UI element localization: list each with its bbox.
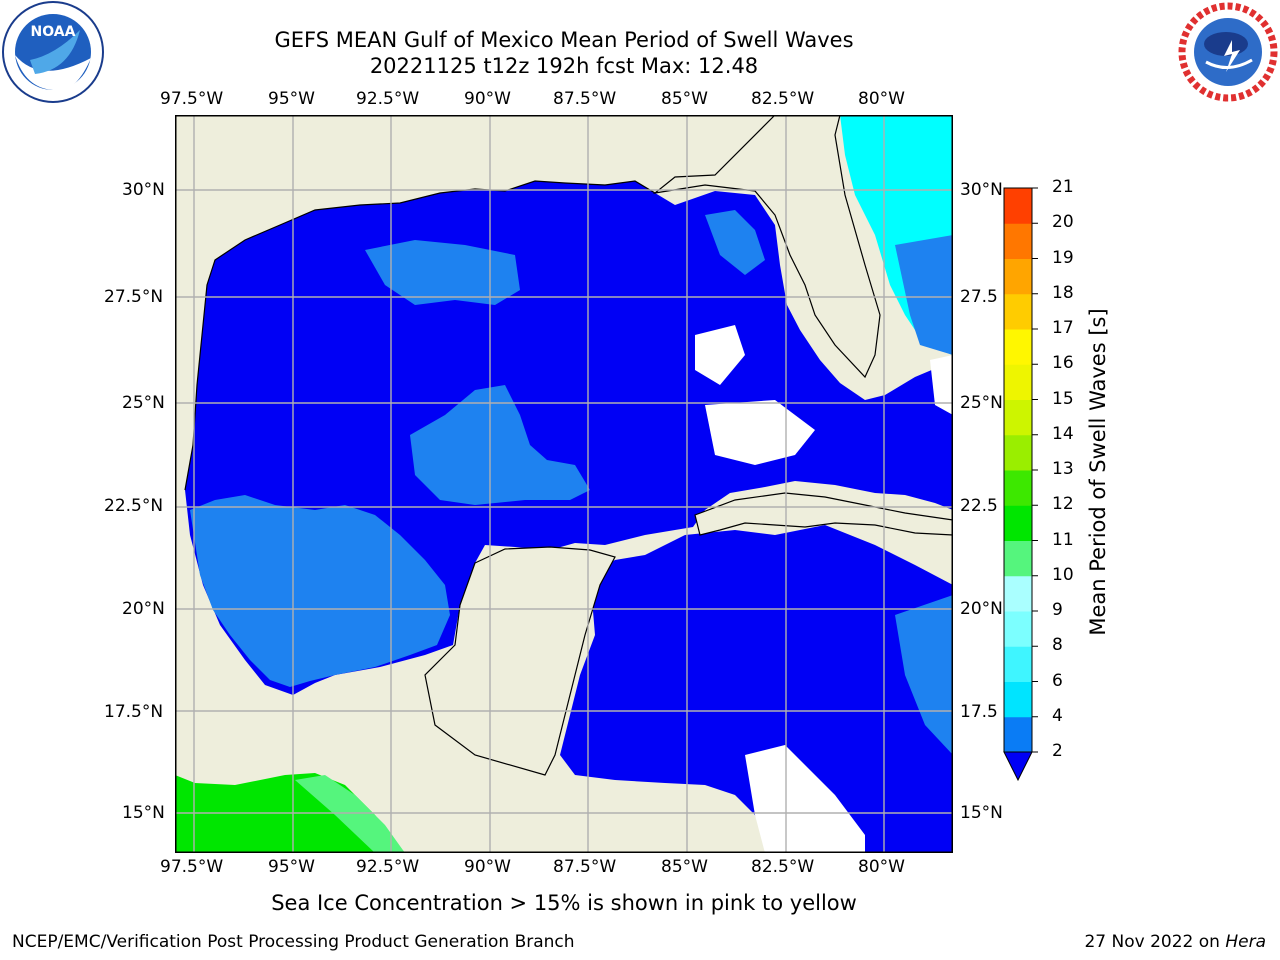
- lon-label-bottom-92-5w: 92.5°W: [356, 857, 420, 877]
- colorbar-tick-label: 9: [1052, 600, 1063, 620]
- colorbar-tick-label: 14: [1052, 423, 1074, 444]
- colorbar-title: Mean Period of Swell Waves [s]: [1086, 308, 1110, 636]
- nodata-patch-3: [930, 355, 953, 415]
- noaa-logo-text: NOAA: [31, 24, 76, 40]
- atlantic-lighter-blue: [895, 235, 953, 355]
- colorbar-tick-label: 21: [1052, 177, 1074, 197]
- map-title: GEFS MEAN Gulf of Mexico Mean Period of …: [274, 28, 854, 52]
- colorbar: [1003, 187, 1038, 782]
- colorbar-tick-label: 17: [1052, 318, 1074, 338]
- lat-label-left-15n: 15°N: [122, 803, 165, 823]
- lat-label-right-30n: 30°N: [960, 180, 1003, 200]
- swell-4-6-ne: [705, 210, 765, 275]
- graticule: [175, 115, 953, 853]
- lon-label-bottom-82-5w: 82.5°W: [751, 857, 815, 877]
- swell-4-6-north: [365, 240, 520, 305]
- lon-label-bottom-95w: 95°W: [268, 857, 315, 877]
- mexico-coast: [184, 180, 656, 491]
- lat-label-right-22-5: 22.5: [960, 496, 998, 516]
- sea-ice-caption: Sea Ice Concentration > 15% is shown in …: [271, 891, 857, 915]
- lon-label-top-90w: 90°W: [464, 89, 511, 109]
- colorbar-segment: [1004, 611, 1032, 647]
- colorbar-segment: [1004, 188, 1032, 224]
- colorbar-segment: [1004, 258, 1032, 295]
- colorbar-tick-label: 6: [1052, 670, 1063, 691]
- colorbar-segment: [1004, 681, 1032, 718]
- lon-label-bottom-85w: 85°W: [661, 857, 708, 877]
- lat-label-right-20n: 20°N: [960, 599, 1003, 619]
- colorbar-tick-label: 12: [1052, 494, 1074, 515]
- caribbean-east-lighter: [895, 595, 953, 755]
- lon-label-top-82-5w: 82.5°W: [751, 89, 815, 109]
- colorbar-segment: [1004, 329, 1032, 365]
- map-panel: [175, 115, 953, 853]
- colorbar-tick-label: 10: [1052, 564, 1074, 585]
- colorbar-segment: [1004, 364, 1032, 400]
- lat-label-right-15n: 15°N: [960, 803, 1003, 823]
- lat-label-left-27-5n: 27.5°N: [104, 287, 164, 307]
- lon-label-top-92-5w: 92.5°W: [356, 89, 420, 109]
- caribbean-basin: [560, 525, 953, 853]
- colorbar-segment: [1004, 505, 1032, 541]
- map-border: [175, 115, 953, 853]
- colorbar-tick-label: 18: [1052, 282, 1074, 303]
- colorbar-segment: [1004, 434, 1032, 471]
- colorbar-segment: [1004, 540, 1032, 577]
- nodata-patch-2: [705, 400, 815, 465]
- colorbar-segment: [1004, 716, 1032, 753]
- yucatan-land: [424, 546, 616, 776]
- colorbar-tick-label: 2: [1052, 741, 1063, 761]
- nws-logo: [1178, 2, 1278, 102]
- footer-date-text: 27 Nov 2022 on: [1084, 932, 1220, 952]
- map-subtitle: 20221125 t12z 192h fcst Max: 12.48: [369, 54, 759, 78]
- lat-label-left-22-5n: 22.5°N: [104, 496, 164, 516]
- footer-credit: NCEP/EMC/Verification Post Processing Pr…: [12, 932, 575, 952]
- colorbar-segment: [1004, 399, 1032, 436]
- lon-label-top-87-5w: 87.5°W: [553, 89, 617, 109]
- lon-label-top-97-5w: 97.5°W: [160, 89, 224, 109]
- caribbean-white: [745, 745, 865, 853]
- colorbar-tick-label: 13: [1052, 459, 1074, 479]
- lat-label-right-25n: 25°N: [960, 393, 1003, 413]
- lon-label-bottom-87-5w: 87.5°W: [553, 857, 617, 877]
- footer-date: 27 Nov 2022 on Hera: [1084, 932, 1266, 952]
- lat-label-left-17-5n: 17.5°N: [104, 702, 164, 722]
- lon-label-bottom-90w: 90°W: [464, 857, 511, 877]
- cuba-land: [694, 492, 953, 536]
- colorbar-tick-label: 4: [1052, 705, 1063, 726]
- nodata-patch-1: [695, 325, 745, 385]
- lon-label-top-85w: 85°W: [661, 89, 708, 109]
- footer-host: Hera: [1225, 932, 1266, 952]
- lat-label-left-20n: 20°N: [122, 599, 165, 619]
- colorbar-segment: [1004, 575, 1032, 612]
- colorbar-tick-label: 20: [1052, 212, 1074, 233]
- colorbar-segment: [1004, 470, 1032, 506]
- lon-label-top-80w: 80°W: [858, 89, 905, 109]
- lat-label-left-30n: 30°N: [122, 180, 165, 200]
- pacific-light-green: [295, 775, 405, 853]
- swell-4-6-west: [190, 495, 450, 687]
- colorbar-segment: [1004, 646, 1032, 682]
- colorbar-tick-label: 15: [1052, 388, 1074, 409]
- colorbar-tick-label: 11: [1052, 529, 1074, 550]
- lon-label-top-95w: 95°W: [268, 89, 315, 109]
- florida-land: [652, 115, 953, 379]
- noaa-logo: NOAA: [2, 1, 104, 103]
- lat-label-right-17-5: 17.5: [960, 702, 998, 722]
- lat-label-left-25n: 25°N: [122, 393, 165, 413]
- lat-label-right-27-5: 27.5: [960, 287, 998, 307]
- colorbar-tick-label: 19: [1052, 247, 1074, 268]
- lon-label-bottom-97-5w: 97.5°W: [160, 857, 224, 877]
- colorbar-extend-arrow: [1003, 751, 1033, 782]
- colorbar-segment: [1004, 293, 1032, 330]
- colorbar-tick-label: 8: [1052, 635, 1063, 656]
- swell-4-6-central: [410, 385, 590, 505]
- colorbar-segment: [1004, 223, 1032, 259]
- colorbar-tick-label: 16: [1052, 353, 1074, 374]
- lon-label-bottom-80w: 80°W: [858, 857, 905, 877]
